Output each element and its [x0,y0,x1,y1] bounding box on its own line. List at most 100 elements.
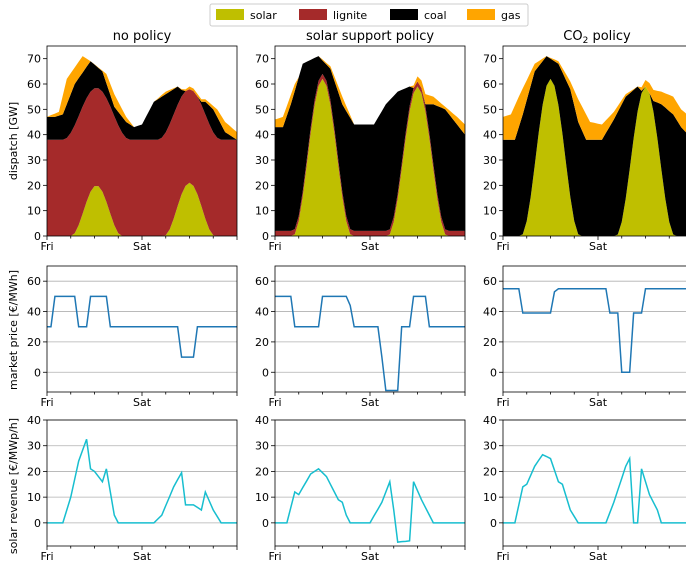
revenue-line [503,453,686,524]
x-tick-label: Sat [361,550,380,563]
y-tick-label: 0 [490,366,497,379]
legend-label-lignite: lignite [333,9,367,22]
y-tick-label: 20 [483,179,497,192]
y-tick-label: 10 [27,205,41,218]
y-tick-label: 30 [483,154,497,167]
y-tick-label: 20 [255,179,269,192]
y-tick-label: 50 [255,103,269,116]
area-solar [47,182,237,236]
legend-label-coal: coal [424,9,447,22]
y-tick-label: 20 [483,336,497,349]
x-tick-label: Sat [589,550,608,563]
y-tick-label: 20 [27,465,41,478]
y-tick-label: 0 [490,517,497,530]
y-tick-label: 0 [262,230,269,243]
column-title-solar-support-policy: solar support policy [306,29,434,44]
area-coal [503,56,686,236]
x-tick-label: Fri [40,240,53,253]
panel-dispatch-1: 0 10 20 30 40 50 60 70 Fri Sat [255,45,466,253]
y-tick-label: 10 [255,205,269,218]
co2-title-main: CO [563,29,582,44]
y-tick-label: 20 [255,336,269,349]
legend-swatch-lignite [299,9,327,20]
x-tick-label: Fri [496,396,509,409]
y-tick-label: 50 [27,103,41,116]
y-tick-label: 70 [255,53,269,66]
panel-revenue-1: 0 10 20 30 40 Fri Sat [255,414,466,563]
area-solar [503,78,686,236]
area-coal [275,56,465,231]
y-tick-label: 30 [255,440,269,453]
x-tick-label: Sat [133,550,152,563]
y-tick-label: 60 [255,275,269,288]
area-solar [275,78,465,236]
y-tick-label: 20 [255,465,269,478]
y-tick-label: 0 [262,366,269,379]
panel-price-1: 0 20 40 60 Fri Sat [255,265,466,409]
area-gas [47,56,237,140]
axes-frame [502,265,686,393]
y-tick-label: 70 [27,53,41,66]
legend: solar lignite coal gas [209,3,529,27]
x-tick-label: Sat [361,396,380,409]
y-tick-label: 60 [483,275,497,288]
y-tick-label: 10 [483,491,497,504]
panel-price-0: 0 20 40 60 Fri Sat [27,265,238,409]
y-tick-label: 40 [483,129,497,142]
row-label-revenue: solar revenue [€/MWp/h] [7,418,20,554]
y-tick-label: 50 [483,103,497,116]
panel-revenue-0: 0 10 20 30 40 Fri Sat [27,414,238,563]
axes-frame [274,419,466,547]
area-coal [47,61,237,140]
y-tick-label: 20 [483,465,497,478]
co2-title-rest: policy [588,29,631,44]
y-tick-label: 20 [27,336,41,349]
y-tick-label: 10 [27,491,41,504]
y-tick-label: 70 [483,53,497,66]
legend-label-solar: solar [250,9,277,22]
y-tick-label: 40 [27,129,41,142]
column-title-no-policy: no policy [113,29,172,44]
panel-revenue-2: 0 10 20 30 40 Fri Sat [483,414,686,563]
price-line [275,295,465,392]
y-tick-label: 20 [27,179,41,192]
axes-frame [46,265,238,393]
legend-swatch-solar [216,9,244,20]
area-gas [503,56,686,140]
column-title-co2-policy: CO2 policy [563,29,631,46]
axes-frame [46,419,238,547]
y-tick-label: 0 [262,517,269,530]
x-tick-label: Fri [496,240,509,253]
x-tick-label: Fri [40,396,53,409]
co2-title-sub: 2 [583,36,589,46]
legend-label-gas: gas [501,9,521,22]
panel-dispatch-0: 0 10 20 30 40 50 60 70 Fri Sat [27,45,238,253]
y-tick-label: 30 [27,440,41,453]
y-tick-label: 30 [27,154,41,167]
y-tick-label: 10 [483,205,497,218]
x-tick-label: Fri [268,396,281,409]
y-tick-label: 0 [34,230,41,243]
x-tick-label: Sat [589,396,608,409]
row-label-dispatch: dispatch [GW] [7,102,20,180]
x-tick-label: Sat [361,240,380,253]
y-tick-label: 60 [483,78,497,91]
x-tick-label: Fri [40,550,53,563]
y-tick-label: 40 [483,306,497,319]
y-tick-label: 40 [483,414,497,427]
y-tick-label: 0 [34,366,41,379]
x-tick-label: Sat [133,240,152,253]
price-line [503,288,686,374]
y-tick-label: 40 [255,129,269,142]
x-tick-label: Fri [496,550,509,563]
x-tick-label: Sat [133,396,152,409]
legend-swatch-gas [467,9,495,20]
panel-price-2: 0 20 40 60 Fri Sat [483,265,686,409]
y-tick-label: 40 [27,306,41,319]
y-tick-label: 40 [255,306,269,319]
price-line [47,295,237,358]
area-gas [275,56,465,135]
y-tick-label: 0 [490,230,497,243]
y-tick-label: 40 [255,414,269,427]
revenue-line [47,439,237,524]
